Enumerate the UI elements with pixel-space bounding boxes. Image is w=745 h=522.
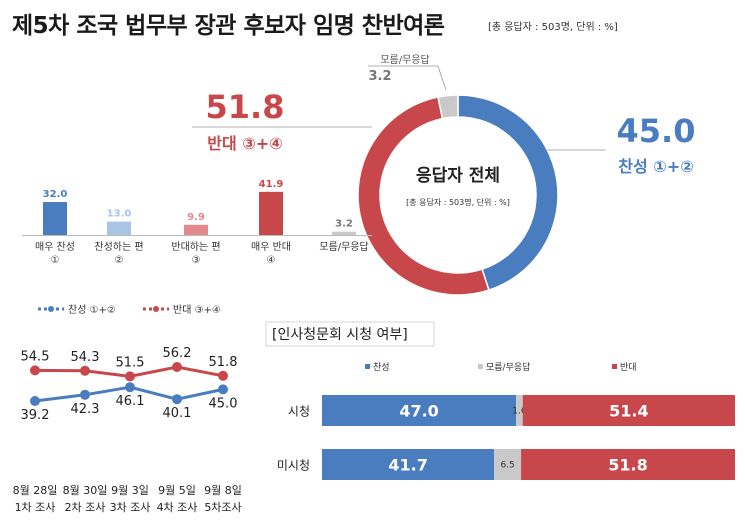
stack-value-label: 47.0: [399, 402, 438, 421]
stack-value-label: 51.4: [609, 402, 648, 421]
legend-marker: [153, 306, 159, 312]
line-x-tick-label: 1차 조사: [15, 501, 56, 514]
bar-value-label: 41.9: [259, 179, 284, 190]
bar: [184, 224, 208, 235]
bar: [107, 221, 131, 235]
series-point: [218, 384, 228, 395]
bar-category-label: ②: [115, 255, 124, 266]
line-x-tick-label: 4차 조사: [157, 501, 198, 514]
stack-segment: [516, 395, 523, 426]
line-x-tick-label: 9월 5일: [158, 483, 196, 497]
approve-total-label: 45.0: [617, 112, 696, 150]
line-x-tick-label: 9월 8일: [204, 483, 242, 497]
bar-category-label: 매우 반대: [251, 241, 291, 253]
series-point: [125, 371, 135, 382]
legend-label: 찬성: [373, 362, 390, 373]
series-point: [172, 362, 182, 372]
bar: [43, 202, 67, 235]
section-title-box: [265, 321, 435, 347]
series-point: [30, 365, 40, 376]
bar-category-label: ④: [267, 255, 276, 266]
line-x-tick-label: 9월 3일: [111, 483, 149, 497]
series-value-label: 51.5: [116, 355, 145, 370]
bar-category-label: 반대하는 편: [171, 240, 220, 253]
bar: [332, 231, 356, 235]
legend-marker: [48, 306, 54, 312]
series-point: [80, 389, 90, 400]
series-value-label: 45.0: [209, 396, 238, 411]
section-title: [인사청문회 시청 여부]: [272, 327, 408, 343]
line-x-tick-label: 3차 조사: [110, 501, 151, 514]
bar-category-label: 모름/무응답: [319, 241, 368, 253]
dontknow-total-label: 3.2: [368, 69, 391, 84]
oppose-total-caption: 반대 ③+④: [207, 134, 283, 153]
stack-segment: [521, 449, 735, 480]
legend-swatch: [612, 364, 617, 369]
legend-label: 반대: [620, 362, 637, 373]
series-value-label: 54.5: [21, 349, 50, 364]
series-value-label: 42.3: [71, 402, 100, 417]
dontknow-caption: 모름/무응답: [380, 54, 429, 66]
bar-category-label: 찬성하는 편: [94, 240, 143, 253]
donut-slice: [357, 96, 490, 296]
bar: [259, 191, 283, 235]
base-note: [총 응답자 : 503명, 단위 : %]: [488, 22, 618, 33]
legend-label: 찬성 ①+②: [68, 304, 116, 316]
bar-value-label: 32.0: [43, 189, 68, 200]
legend-swatch: [365, 364, 370, 369]
bar-category-label: 매우 찬성: [35, 241, 75, 253]
stack-segment: [322, 449, 495, 480]
legend-label: 모름/무응답: [486, 361, 530, 373]
stack-value-label: 6.5: [500, 461, 514, 471]
stack-value-label: 51.8: [608, 456, 647, 475]
callout-line: [368, 65, 447, 91]
legend-swatch: [478, 364, 483, 369]
page-title: 제5차 조국 법무부 장관 후보자 임명 찬반여론: [12, 13, 445, 39]
series-value-label: 51.8: [209, 355, 238, 370]
approve-total-caption: 찬성 ①+②: [618, 157, 694, 176]
series-point: [30, 396, 40, 406]
series-value-label: 46.1: [116, 394, 145, 409]
stack-value-label: 41.7: [388, 456, 427, 475]
bar-category-label: ①: [51, 255, 60, 266]
series-point: [80, 365, 90, 376]
stack-row-label: 시청: [288, 405, 310, 419]
line-x-tick-label: 8월 30일: [63, 483, 108, 497]
bar-value-label: 13.0: [107, 209, 132, 220]
series-point: [172, 394, 182, 405]
line-x-tick-label: 5차조사: [204, 501, 241, 514]
bar-value-label: 9.9: [187, 212, 205, 223]
series-point: [125, 382, 135, 393]
stack-segment: [494, 449, 522, 480]
stack-segment: [322, 395, 517, 426]
series-value-label: 39.2: [21, 408, 50, 423]
line-x-tick-label: 8월 28일: [13, 483, 58, 497]
series-point: [218, 370, 228, 381]
legend-label: 반대 ③+④: [173, 304, 221, 316]
stack-row-label: 미시청: [277, 459, 310, 473]
stack-segment: [522, 395, 735, 426]
oppose-total-label: 51.8: [206, 88, 285, 126]
donut-center-title: 응답자 전체: [416, 166, 500, 186]
donut-slice: [457, 94, 559, 292]
stack-value-label: 1.6: [512, 407, 527, 417]
series-value-label: 54.3: [71, 350, 100, 365]
series-value-label: 56.2: [163, 346, 192, 361]
line-x-tick-label: 2차 조사: [65, 501, 106, 514]
donut-slice: [437, 94, 459, 120]
bar-category-label: ③: [192, 255, 201, 266]
donut-center-note: [총 응답자 : 503명, 단위 : %]: [406, 197, 510, 207]
series-value-label: 40.1: [163, 406, 192, 421]
bar-value-label: 3.2: [335, 219, 353, 230]
